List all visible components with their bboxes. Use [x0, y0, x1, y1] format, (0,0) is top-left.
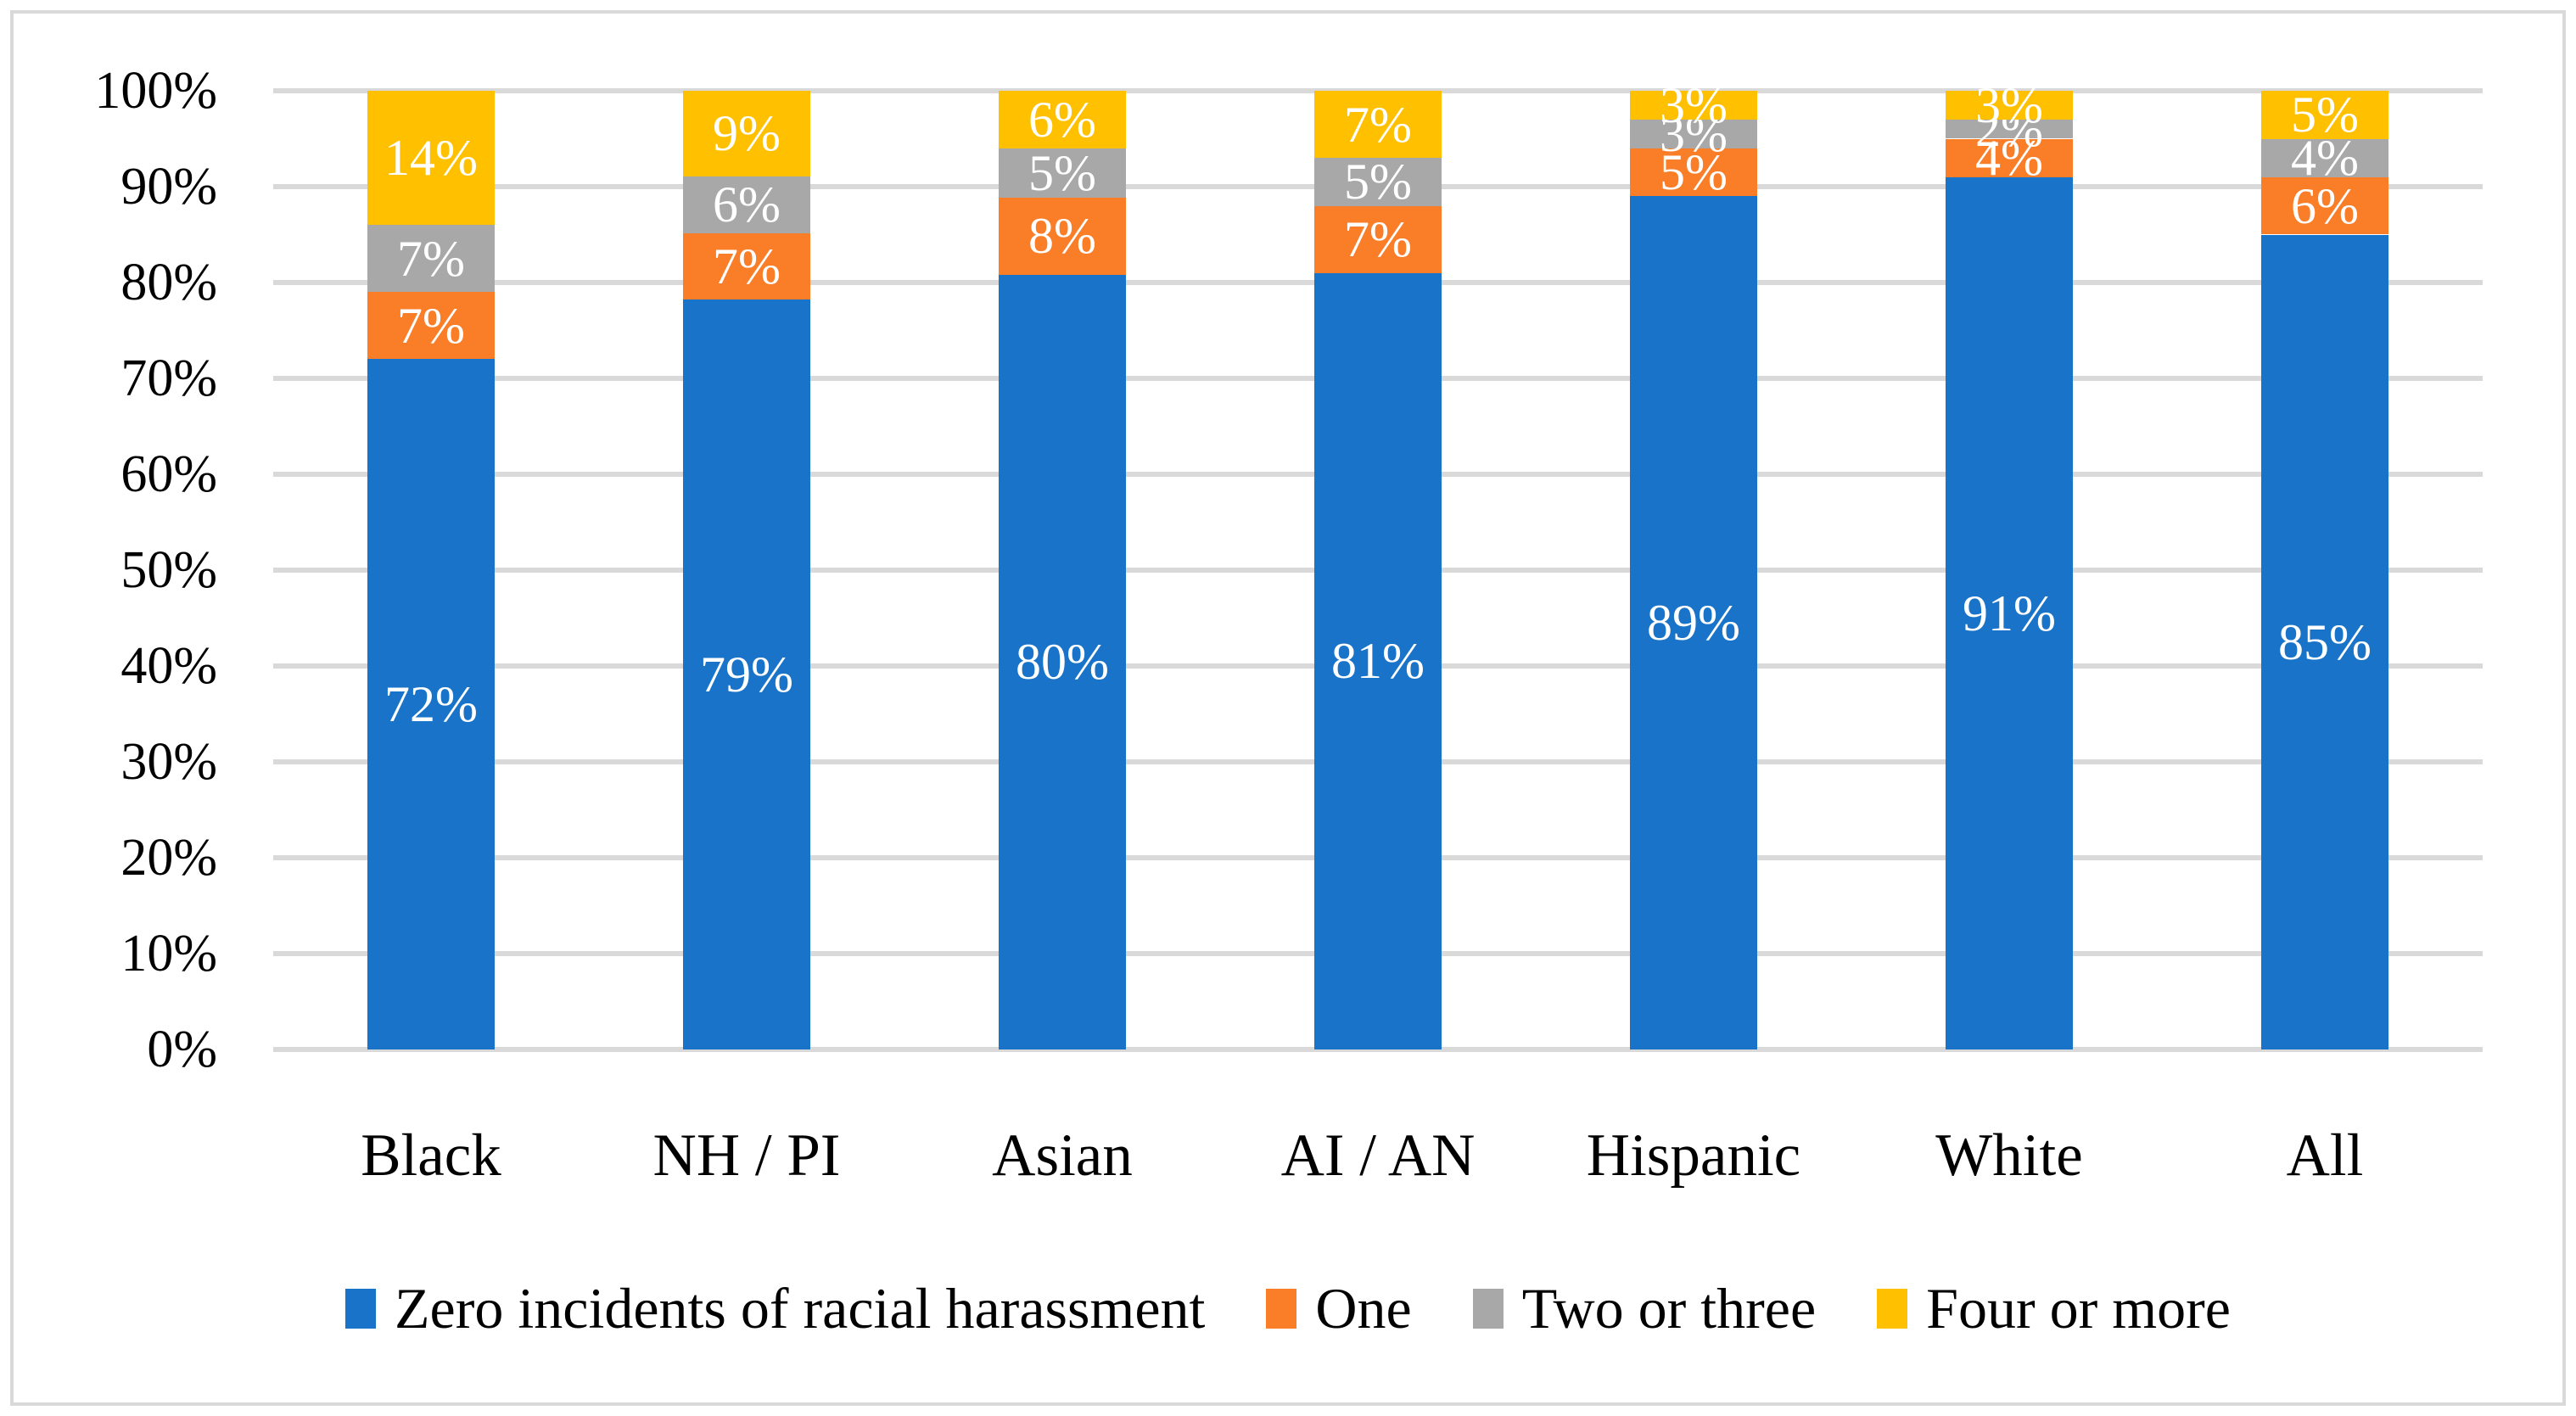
y-axis-tick-label: 0%	[147, 1021, 217, 1078]
y-axis-tick-label: 10%	[120, 925, 217, 982]
bar-segment: 7%	[367, 225, 495, 293]
bar-segment: 4%	[1946, 132, 2073, 183]
legend-item: Two or three	[1472, 1276, 1817, 1340]
bar-segment: 81%	[1314, 272, 1442, 1049]
legend-label: One	[1315, 1276, 1412, 1340]
data-label: 81%	[1331, 633, 1425, 690]
legend-label: Four or more	[1926, 1276, 2231, 1340]
x-axis-category-label: NH / PI	[652, 1122, 841, 1189]
legend-item: Zero incidents of racial harassment	[345, 1279, 1205, 1337]
bar-segment: 6%	[683, 176, 810, 233]
data-label: 9%	[713, 105, 781, 162]
data-label: 79%	[700, 646, 793, 703]
bar-segment: 2%	[1946, 104, 2073, 154]
bar-segment: 6%	[2261, 176, 2388, 235]
legend-item: Four or more	[1877, 1279, 2231, 1337]
data-label: 5%	[1660, 144, 1728, 201]
x-axis-category-label: White	[1935, 1122, 2083, 1189]
bar-segment: 5%	[999, 145, 1126, 202]
legend: Zero incidents of racial harassment One Tw…	[0, 1268, 2576, 1349]
data-label: 7%	[397, 230, 465, 287]
data-label: 7%	[1344, 96, 1412, 153]
legend-label: Zero incidents of racial harassment	[395, 1276, 1206, 1340]
x-axis-category-label: Asian	[992, 1122, 1133, 1189]
bar-segment: 80%	[999, 274, 1126, 1049]
bar-segment: 14%	[367, 91, 495, 226]
y-axis-tick-label: 90%	[120, 158, 217, 215]
data-label: 7%	[1344, 211, 1412, 268]
bar-segment: 6%	[999, 91, 1126, 149]
bar-segment: 89%	[1630, 196, 1757, 1049]
data-label: 80%	[1016, 634, 1109, 691]
x-axis-category-label: Hispanic	[1586, 1122, 1801, 1189]
data-label: 3%	[1975, 76, 2043, 133]
bar-segment: 7%	[1314, 205, 1442, 273]
y-axis-tick-label: 70%	[120, 350, 217, 407]
data-label: 4%	[1975, 130, 2043, 187]
legend-marker-icon	[1266, 1288, 1297, 1329]
data-label: 5%	[1028, 145, 1096, 202]
y-axis-tick-label: 30%	[120, 733, 217, 791]
bar-segment: 7%	[367, 292, 495, 360]
data-label: 5%	[2291, 87, 2359, 143]
y-axis-tick-label: 100%	[94, 62, 217, 120]
bar-segment: 3%	[1630, 80, 1757, 131]
bar-segment: 72%	[367, 359, 495, 1049]
data-label: 7%	[713, 238, 781, 294]
data-label: 14%	[384, 130, 478, 187]
data-label: 85%	[2278, 613, 2372, 670]
bar-segment: 85%	[2261, 234, 2388, 1049]
x-axis-category-label: AI / AN	[1280, 1122, 1476, 1189]
data-label: 3%	[1660, 76, 1728, 133]
bar-segment: 9%	[683, 91, 810, 176]
data-label: 72%	[384, 676, 478, 733]
data-label: 5%	[1344, 154, 1412, 210]
data-label: 8%	[1028, 208, 1096, 265]
bar-segment: 3%	[1946, 80, 2073, 131]
data-label: 7%	[397, 297, 465, 354]
data-label: 91%	[1963, 585, 2056, 641]
data-label: 89%	[1647, 595, 1740, 652]
y-axis-tick-label: 50%	[120, 541, 217, 599]
x-axis-category-label: All	[2286, 1122, 2364, 1189]
bar-segment: 5%	[1630, 144, 1757, 201]
y-axis-tick-label: 60%	[120, 445, 217, 503]
data-label: 6%	[1028, 92, 1096, 148]
bar-segment: 4%	[2261, 132, 2388, 183]
bar-segment: 8%	[999, 197, 1126, 275]
legend-item: One	[1266, 1276, 1412, 1340]
bar-segment: 91%	[1946, 176, 2073, 1049]
data-label: 6%	[713, 176, 781, 233]
legend-marker-icon	[345, 1288, 377, 1329]
legend-label: Two or three	[1521, 1276, 1817, 1340]
x-axis-category-label: Black	[361, 1122, 501, 1189]
bar-segment: 5%	[2261, 87, 2388, 143]
bar-segment: 7%	[683, 232, 810, 300]
bar-segment: 7%	[1314, 91, 1442, 159]
legend-marker-icon	[1472, 1288, 1504, 1329]
y-axis-tick-label: 20%	[120, 829, 217, 887]
gridline	[273, 1047, 2483, 1052]
bar-segment: 79%	[683, 299, 810, 1049]
bar-segment: 5%	[1314, 154, 1442, 210]
y-axis-tick-label: 40%	[120, 637, 217, 695]
y-axis-tick-label: 80%	[120, 254, 217, 311]
data-label: 4%	[2291, 130, 2359, 187]
legend-marker-icon	[1877, 1288, 1908, 1329]
data-label: 6%	[2291, 177, 2359, 234]
